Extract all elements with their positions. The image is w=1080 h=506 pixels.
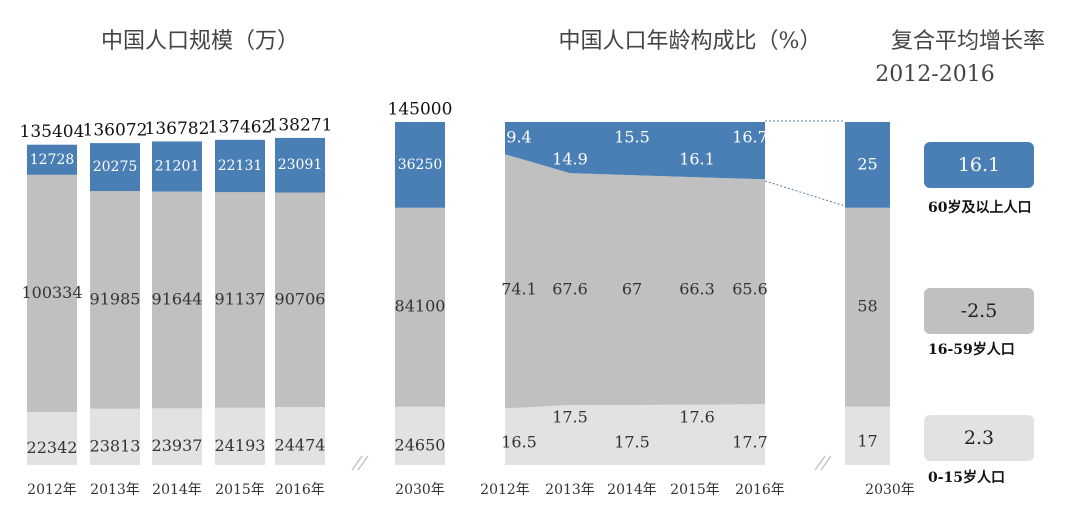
bar-segment bbox=[215, 192, 265, 408]
segment-label: 17.5 bbox=[552, 408, 588, 427]
total-label: 138271 bbox=[268, 115, 333, 135]
segment-label: 22131 bbox=[218, 158, 263, 174]
growth-box bbox=[924, 142, 1034, 188]
segment-label: 91644 bbox=[152, 289, 203, 308]
bar-segment bbox=[27, 174, 77, 413]
bar-segment bbox=[90, 191, 140, 409]
bar-segment bbox=[395, 406, 445, 465]
x-tick-label: 2012年 bbox=[480, 482, 530, 498]
segment-label: 91137 bbox=[215, 289, 266, 308]
segment-label: 16.1 bbox=[679, 150, 715, 169]
segment-label: 36250 bbox=[398, 157, 443, 173]
segment-label: 25 bbox=[857, 154, 877, 173]
segment-label: 24650 bbox=[395, 435, 446, 454]
segment-label: 24193 bbox=[215, 436, 266, 455]
x-tick-label: 2013年 bbox=[545, 482, 595, 498]
connector-line bbox=[764, 120, 846, 207]
total-label: 145000 bbox=[388, 100, 453, 120]
segment-label: 16.7 bbox=[732, 128, 768, 147]
segment-label: 84100 bbox=[395, 297, 446, 316]
bar-segment bbox=[845, 122, 890, 208]
bar-segment bbox=[395, 122, 445, 208]
segment-label: 15.5 bbox=[614, 128, 650, 147]
bar-segment bbox=[845, 207, 890, 407]
x-tick-label: 2015年 bbox=[670, 482, 720, 498]
axis-break bbox=[351, 455, 832, 471]
bar-segment bbox=[275, 407, 325, 465]
legend-label: 0-15岁人口 bbox=[928, 469, 1005, 486]
total-label: 135404 bbox=[20, 122, 85, 142]
segment-label: 17.5 bbox=[614, 433, 650, 452]
bar-segment bbox=[27, 144, 77, 175]
segment-label: 67 bbox=[622, 280, 642, 299]
chart-title: 中国人口年龄构成比（%） bbox=[559, 29, 822, 54]
growth-subtitle: 2012-2016 bbox=[875, 62, 994, 87]
segment-label: 23937 bbox=[152, 436, 203, 455]
segment-label: 58 bbox=[857, 297, 877, 316]
bar-segment bbox=[275, 137, 325, 193]
segment-label: 17 bbox=[857, 431, 877, 450]
segment-label: 23091 bbox=[278, 157, 323, 173]
growth-title: 复合平均增长率 bbox=[891, 29, 1045, 54]
total-label: 136072 bbox=[83, 121, 148, 141]
chart-layer: 22342 100334 12728 135404 2012年 23813 91985 202… bbox=[20, 100, 1034, 498]
bar-segment bbox=[27, 412, 77, 465]
area-band bbox=[505, 154, 765, 409]
growth-value: 2.3 bbox=[964, 427, 994, 449]
bar-segment bbox=[275, 192, 325, 408]
total-label: 137462 bbox=[208, 117, 273, 137]
segment-label: 74.1 bbox=[501, 280, 537, 299]
growth-box bbox=[924, 288, 1034, 334]
segment-label: 16.5 bbox=[501, 433, 537, 452]
chart-title: 中国人口规模（万） bbox=[101, 29, 299, 54]
bar-segment bbox=[152, 408, 202, 465]
segment-label: 66.3 bbox=[679, 280, 715, 299]
segment-label: 14.9 bbox=[552, 150, 588, 169]
segment-label: 20275 bbox=[93, 159, 138, 175]
x-tick-label: 2016年 bbox=[275, 482, 325, 498]
segment-label: 24474 bbox=[275, 436, 326, 455]
legend-label: 60岁及以上人口 bbox=[928, 199, 1031, 216]
x-tick-label: 2030年 bbox=[865, 482, 915, 498]
growth-box bbox=[924, 415, 1034, 461]
segment-label: 90706 bbox=[275, 289, 326, 308]
x-tick-label: 2014年 bbox=[607, 482, 657, 498]
x-tick-label: 2030年 bbox=[395, 482, 445, 498]
bar-segment bbox=[90, 408, 140, 465]
bar-segment bbox=[152, 191, 202, 409]
segment-label: 21201 bbox=[155, 159, 200, 175]
bar-segment bbox=[845, 406, 890, 465]
bar-segment bbox=[90, 143, 140, 192]
x-tick-label: 2013年 bbox=[90, 482, 140, 498]
growth-value: -2.5 bbox=[961, 300, 998, 322]
area-band bbox=[505, 404, 765, 465]
segment-label: 91985 bbox=[90, 289, 141, 308]
bar-segment bbox=[152, 141, 202, 192]
area-band bbox=[505, 122, 765, 180]
segment-label: 17.6 bbox=[679, 408, 715, 427]
bar-segment bbox=[215, 139, 265, 193]
x-tick-label: 2012年 bbox=[27, 482, 77, 498]
segment-label: 67.6 bbox=[552, 280, 588, 299]
x-tick-label: 2014年 bbox=[152, 482, 202, 498]
bar-segment bbox=[215, 407, 265, 465]
segment-label: 9.4 bbox=[506, 128, 531, 147]
x-tick-label: 2015年 bbox=[215, 482, 265, 498]
segment-label: 22342 bbox=[27, 438, 78, 457]
segment-label: 23813 bbox=[90, 436, 141, 455]
segment-label: 17.7 bbox=[732, 433, 768, 452]
segment-label: 12728 bbox=[30, 152, 75, 168]
bar-segment bbox=[395, 207, 445, 407]
total-label: 136782 bbox=[145, 119, 210, 139]
segment-label: 65.6 bbox=[732, 280, 768, 299]
legend-label: 16-59岁人口 bbox=[928, 341, 1015, 358]
segment-label: 100334 bbox=[21, 283, 82, 302]
x-tick-label: 2016年 bbox=[735, 482, 785, 498]
growth-value: 16.1 bbox=[958, 154, 1000, 176]
